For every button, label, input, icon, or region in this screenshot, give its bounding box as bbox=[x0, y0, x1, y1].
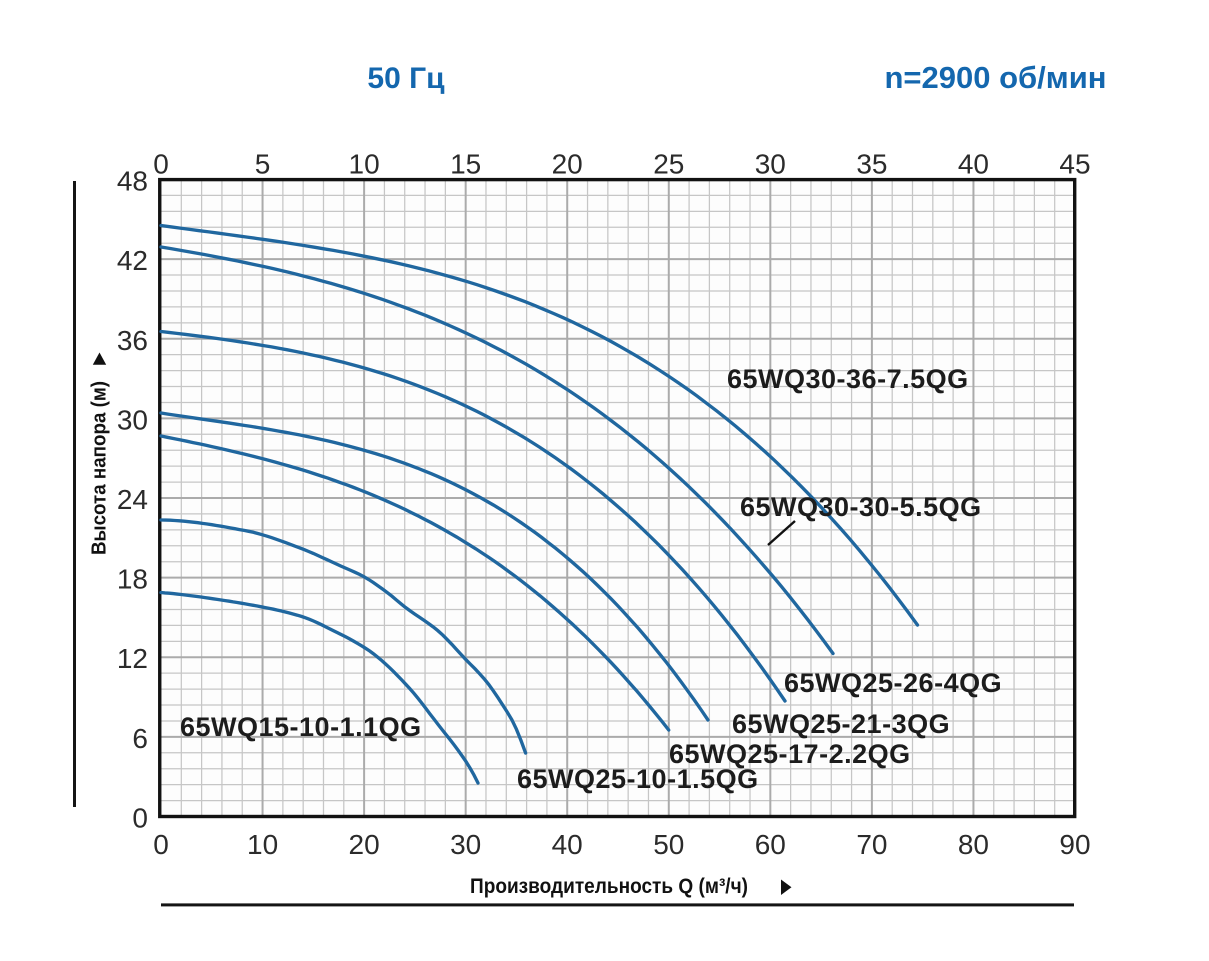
svg-text:25: 25 bbox=[653, 149, 684, 180]
svg-text:65WQ25-21-3QG: 65WQ25-21-3QG bbox=[732, 709, 950, 739]
svg-text:40: 40 bbox=[552, 829, 583, 860]
svg-text:12: 12 bbox=[117, 643, 148, 674]
svg-text:10: 10 bbox=[349, 149, 380, 180]
svg-text:80: 80 bbox=[958, 829, 989, 860]
svg-text:6: 6 bbox=[132, 723, 148, 754]
svg-text:30: 30 bbox=[755, 149, 786, 180]
svg-text:65WQ15-10-1.1QG: 65WQ15-10-1.1QG bbox=[180, 712, 422, 742]
svg-text:5: 5 bbox=[255, 149, 271, 180]
svg-text:0: 0 bbox=[153, 149, 169, 180]
svg-text:60: 60 bbox=[755, 829, 786, 860]
svg-text:65WQ25-17-2.2QG: 65WQ25-17-2.2QG bbox=[669, 739, 911, 769]
svg-text:36: 36 bbox=[117, 325, 148, 356]
svg-text:30: 30 bbox=[450, 829, 481, 860]
svg-text:Производительность Q (м³/ч): Производительность Q (м³/ч) bbox=[470, 875, 748, 898]
svg-text:18: 18 bbox=[117, 564, 148, 595]
svg-text:24: 24 bbox=[117, 484, 148, 515]
svg-text:45: 45 bbox=[1059, 149, 1090, 180]
svg-text:65WQ25-10-1.5QG: 65WQ25-10-1.5QG bbox=[517, 764, 759, 794]
svg-text:50 Гц: 50 Гц bbox=[367, 62, 445, 95]
svg-text:15: 15 bbox=[450, 149, 481, 180]
svg-text:20: 20 bbox=[349, 829, 380, 860]
svg-text:30: 30 bbox=[117, 404, 148, 435]
svg-text:65WQ30-30-5.5QG: 65WQ30-30-5.5QG bbox=[740, 492, 982, 522]
svg-text:0: 0 bbox=[153, 829, 169, 860]
svg-text:42: 42 bbox=[117, 245, 148, 276]
svg-text:10: 10 bbox=[247, 829, 278, 860]
svg-text:n=2900 об/мин: n=2900 об/мин bbox=[884, 60, 1106, 95]
svg-text:50: 50 bbox=[653, 829, 684, 860]
svg-text:65WQ25-26-4QG: 65WQ25-26-4QG bbox=[784, 668, 1002, 698]
svg-text:65WQ30-36-7.5QG: 65WQ30-36-7.5QG bbox=[727, 364, 969, 394]
svg-text:40: 40 bbox=[958, 149, 989, 180]
svg-text:70: 70 bbox=[856, 829, 887, 860]
svg-text:20: 20 bbox=[552, 149, 583, 180]
svg-text:35: 35 bbox=[856, 149, 887, 180]
svg-text:90: 90 bbox=[1059, 829, 1090, 860]
svg-text:48: 48 bbox=[117, 166, 148, 197]
svg-text:Высота напора (м): Высота напора (м) bbox=[89, 381, 111, 555]
svg-text:0: 0 bbox=[132, 803, 148, 834]
